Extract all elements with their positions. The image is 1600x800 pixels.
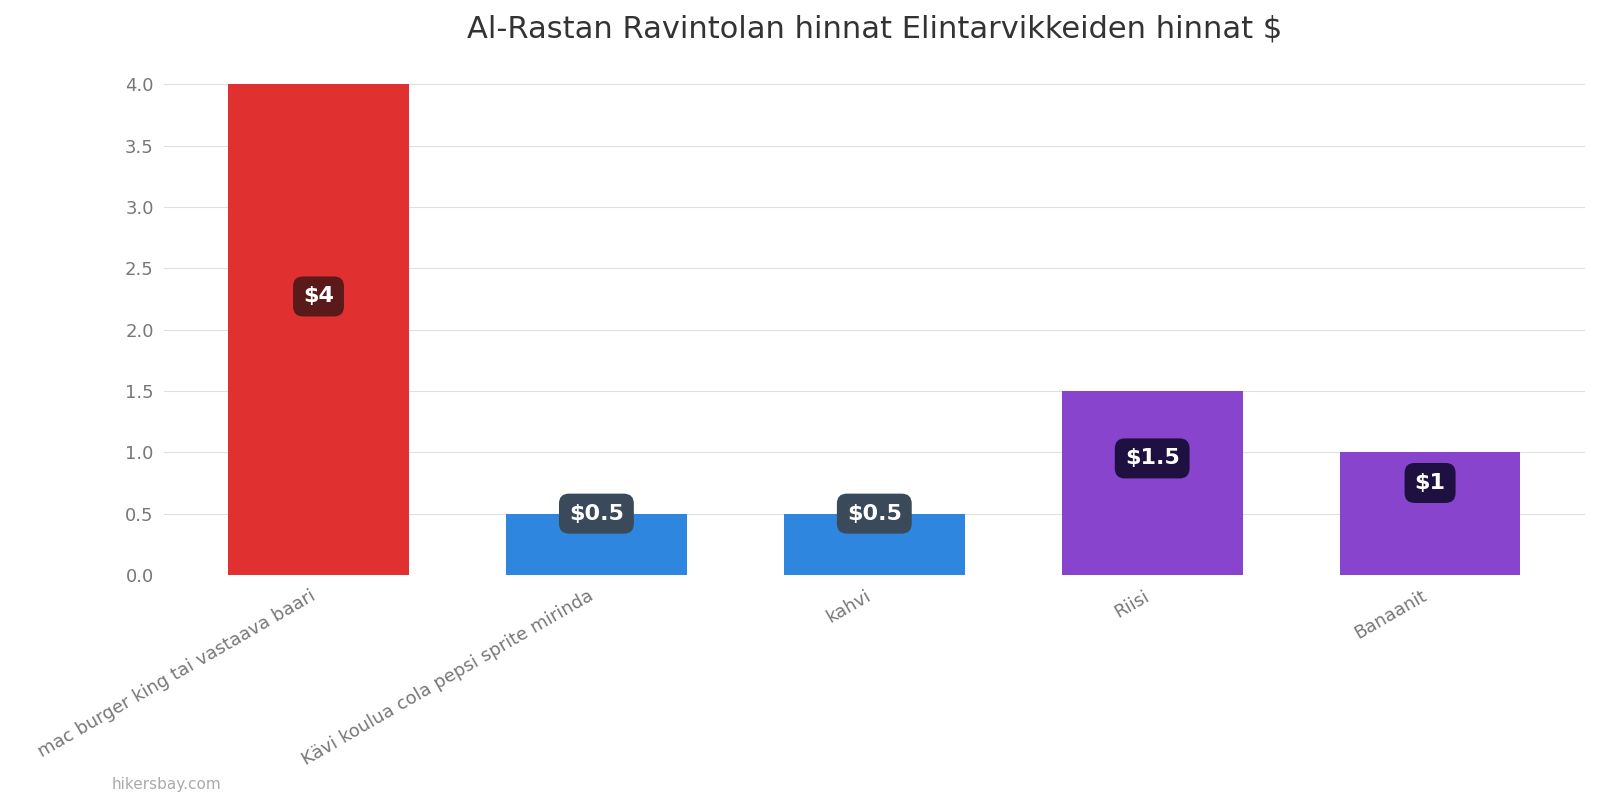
Bar — [1062, 391, 1243, 575]
Text: $4: $4 — [302, 286, 334, 306]
Text: $1: $1 — [1414, 473, 1445, 493]
Bar — [784, 514, 965, 575]
Text: $0.5: $0.5 — [846, 504, 902, 524]
Title: Al-Rastan Ravintolan hinnat Elintarvikkeiden hinnat $: Al-Rastan Ravintolan hinnat Elintarvikke… — [467, 15, 1282, 44]
Text: hikersbay.com: hikersbay.com — [112, 777, 222, 792]
Text: $0.5: $0.5 — [570, 504, 624, 524]
Bar — [229, 84, 410, 575]
Bar — [1339, 452, 1520, 575]
Text: $1.5: $1.5 — [1125, 449, 1179, 469]
Bar — [506, 514, 686, 575]
